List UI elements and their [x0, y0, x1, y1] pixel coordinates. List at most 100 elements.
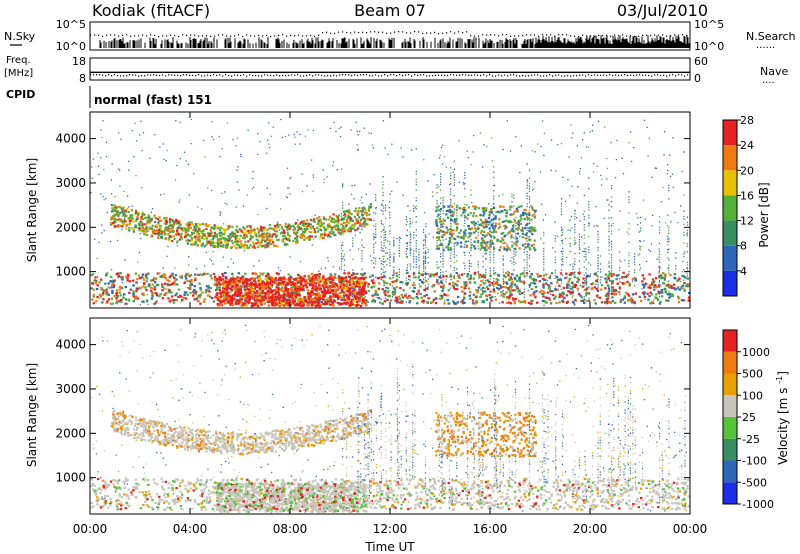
scatter-point — [411, 149, 413, 151]
scatter-point — [253, 279, 256, 282]
scatter-point — [179, 223, 182, 226]
scatter-point — [666, 299, 670, 302]
scatter-point — [354, 234, 356, 236]
scatter-point — [548, 298, 552, 302]
scatter-point — [238, 291, 241, 295]
scatter-point — [337, 227, 340, 230]
scatter-point — [116, 206, 119, 209]
scatter-point — [349, 216, 352, 219]
scatter-point — [559, 293, 562, 297]
scatter-point — [267, 292, 271, 296]
scatter-point — [356, 149, 359, 151]
scatter-point — [186, 230, 189, 233]
scatter-point — [112, 209, 116, 212]
scatter-point — [410, 248, 412, 250]
scatter-point — [254, 302, 257, 305]
scatter-point — [286, 238, 290, 242]
nave-dot — [660, 75, 662, 77]
scatter-point — [548, 285, 551, 288]
scatter-point — [452, 281, 455, 284]
scatter-point — [150, 234, 153, 236]
search-noise-dot — [242, 35, 244, 38]
scatter-point — [115, 302, 119, 305]
scatter-point — [213, 278, 217, 281]
scatter-point — [226, 296, 229, 299]
scatter-point — [532, 208, 535, 212]
scatter-point — [287, 293, 290, 297]
scatter-point — [456, 301, 460, 304]
scatter-point — [494, 217, 497, 220]
scatter-point — [521, 236, 524, 239]
scatter-point — [623, 282, 626, 285]
nave-dot — [528, 75, 530, 77]
scatter-point — [505, 215, 508, 218]
scatter-point — [547, 284, 550, 287]
scatter-point — [372, 147, 374, 149]
scatter-point — [400, 293, 404, 297]
scatter-point — [197, 228, 201, 231]
scatter-point — [294, 286, 297, 289]
scatter-point — [126, 195, 129, 197]
search-noise-dot — [506, 34, 508, 36]
scatter-point — [375, 207, 378, 209]
scatter-point — [306, 219, 309, 222]
scatter-point — [316, 217, 319, 220]
scatter-point — [461, 236, 464, 240]
scatter-point — [523, 217, 526, 221]
scatter-point — [203, 238, 206, 241]
nave-dot — [441, 74, 443, 76]
scatter-point — [388, 283, 392, 286]
nave-dot — [180, 75, 182, 77]
scatter-point — [330, 229, 333, 232]
scatter-point — [541, 299, 545, 303]
scatter-point — [371, 144, 374, 146]
scatter-point — [129, 215, 132, 218]
scatter-point — [508, 248, 512, 251]
scatter-point — [483, 226, 486, 229]
scatter-point — [143, 227, 146, 231]
freq-left-tick-bottom: 8 — [79, 72, 86, 85]
scatter-point — [274, 288, 278, 292]
search-noise-dot — [598, 34, 600, 36]
scatter-point — [355, 293, 359, 296]
scatter-point — [143, 230, 146, 233]
nave-dot — [198, 74, 200, 76]
scatter-point — [401, 281, 404, 284]
scatter-point — [312, 280, 315, 283]
scatter-point — [295, 231, 298, 235]
scatter-point — [362, 288, 365, 292]
scatter-point — [294, 302, 297, 306]
scatter-point — [366, 218, 370, 221]
search-noise-dot — [482, 34, 484, 36]
scatter-point — [162, 230, 165, 233]
scatter-point — [618, 286, 622, 289]
scatter-point — [335, 228, 338, 231]
scatter-point — [198, 235, 201, 238]
scatter-point — [364, 208, 367, 212]
scatter-point — [514, 247, 517, 250]
scatter-point — [255, 242, 258, 245]
scatter-point — [515, 244, 518, 247]
scatter-point — [323, 283, 326, 286]
scatter-point — [474, 247, 477, 250]
scatter-point — [474, 271, 477, 274]
scatter-point — [408, 278, 410, 281]
search-noise-dot — [570, 35, 572, 37]
scatter-point — [277, 286, 280, 289]
scatter-point — [680, 299, 684, 302]
scatter-point — [309, 295, 313, 298]
scatter-point — [263, 244, 267, 247]
scatter-point — [620, 260, 622, 263]
search-noise-dot — [438, 32, 440, 35]
scatter-point — [166, 226, 170, 229]
scatter-point — [268, 287, 271, 290]
scatter-point — [386, 287, 389, 290]
scatter-point — [328, 300, 331, 303]
scatter-point — [489, 274, 492, 277]
scatter-point — [541, 203, 543, 206]
scatter-point — [499, 225, 502, 228]
scatter-point — [445, 213, 448, 216]
scatter-point — [185, 291, 188, 294]
scatter-point — [474, 230, 478, 233]
scatter-point — [237, 280, 241, 283]
